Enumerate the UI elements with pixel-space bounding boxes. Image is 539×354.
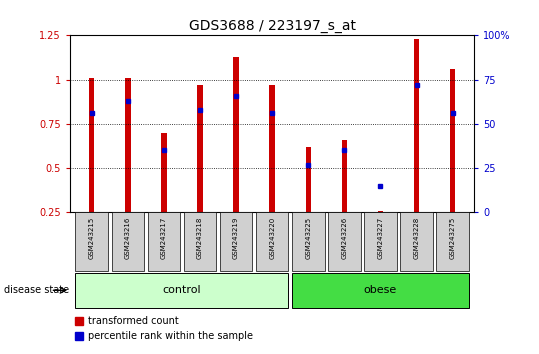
Text: disease state: disease state [4, 285, 68, 295]
FancyBboxPatch shape [328, 212, 361, 271]
FancyBboxPatch shape [75, 273, 288, 308]
Bar [197, 85, 203, 212]
Text: GSM243225: GSM243225 [305, 217, 312, 259]
Text: GSM243218: GSM243218 [197, 217, 203, 259]
Text: GSM243275: GSM243275 [450, 217, 455, 259]
Text: GSM243219: GSM243219 [233, 217, 239, 259]
Bar [306, 147, 311, 212]
FancyBboxPatch shape [148, 212, 180, 271]
Bar [233, 57, 239, 212]
FancyBboxPatch shape [437, 212, 469, 271]
Bar [414, 39, 419, 212]
Text: GSM243220: GSM243220 [269, 217, 275, 259]
Title: GDS3688 / 223197_s_at: GDS3688 / 223197_s_at [189, 19, 356, 33]
FancyBboxPatch shape [292, 212, 324, 271]
Text: GSM243216: GSM243216 [125, 217, 131, 259]
Bar [378, 211, 383, 212]
Text: obese: obese [364, 285, 397, 295]
Bar [270, 85, 275, 212]
Text: GSM243226: GSM243226 [341, 217, 347, 259]
FancyBboxPatch shape [75, 212, 108, 271]
Text: GSM243217: GSM243217 [161, 217, 167, 259]
Text: GSM243215: GSM243215 [89, 217, 95, 259]
Bar [450, 69, 455, 212]
Bar [89, 78, 94, 212]
FancyBboxPatch shape [400, 212, 433, 271]
Text: GSM243227: GSM243227 [377, 217, 383, 259]
FancyBboxPatch shape [184, 212, 216, 271]
Legend: transformed count, percentile rank within the sample: transformed count, percentile rank withi… [75, 316, 253, 341]
Bar [342, 140, 347, 212]
FancyBboxPatch shape [256, 212, 288, 271]
FancyBboxPatch shape [220, 212, 252, 271]
FancyBboxPatch shape [364, 212, 397, 271]
Bar [161, 133, 167, 212]
FancyBboxPatch shape [292, 273, 469, 308]
Bar [125, 78, 130, 212]
FancyBboxPatch shape [112, 212, 144, 271]
Text: GSM243228: GSM243228 [413, 217, 419, 259]
Text: control: control [163, 285, 201, 295]
